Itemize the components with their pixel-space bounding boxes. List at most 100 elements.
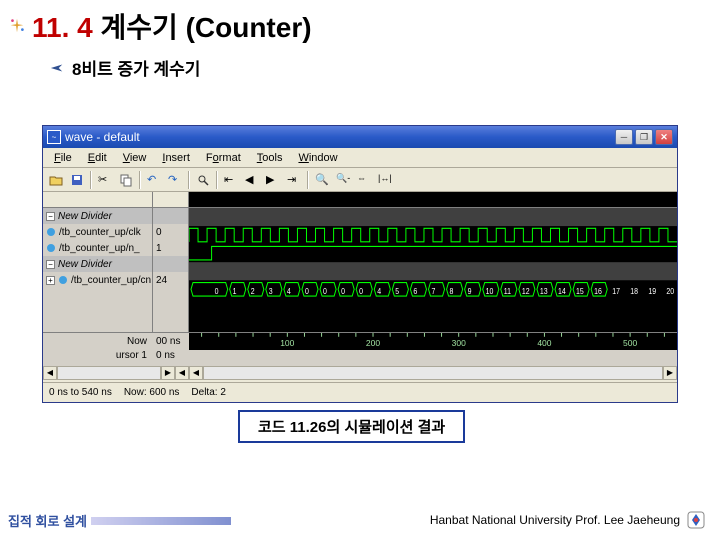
svg-text:5: 5 [395,286,399,296]
divider-row[interactable]: − New Divider [43,256,152,272]
zoom-in-icon[interactable]: 🔍 [312,170,332,190]
footer-left-text: 집적 회로 설계 [8,511,87,530]
redo-icon[interactable]: ↷ [165,170,185,190]
svg-text:10: 10 [486,286,494,296]
svg-text:17: 17 [612,286,620,296]
hscroll-main[interactable] [203,366,663,380]
footer-credit: Hanbat National University Prof. Lee Jae… [430,513,680,527]
divider-label: New Divider [58,259,112,270]
step-fwd-icon[interactable]: ⇥ [284,170,304,190]
scroll-left-btn[interactable]: ◀ [43,366,57,380]
scroll-right-btn[interactable]: ▶ [161,366,175,380]
status-range: 0 ns to 540 ns [49,387,112,398]
wave-icon [46,243,56,253]
scroll-left-btn[interactable]: ◀ [175,366,189,380]
expand-icon[interactable]: + [46,276,55,285]
wave-panel[interactable]: 0123400004567891011121314151617181920 [189,192,677,332]
zoom-out-icon[interactable]: 🔍- [333,170,353,190]
value-panel: 0 1 24 [153,192,189,332]
svg-text:20: 20 [666,286,674,296]
footer-bar [91,517,231,525]
menu-file[interactable]: File [47,150,79,166]
svg-text:6: 6 [413,286,417,296]
hscroll-left[interactable] [57,366,161,380]
svg-text:13: 13 [540,286,548,296]
signal-label: /tb_counter_up/clk [59,227,141,238]
svg-text:400: 400 [537,338,551,348]
svg-text:7: 7 [431,286,435,296]
scroll-left-btn[interactable]: ◀ [189,366,203,380]
svg-text:14: 14 [558,286,566,296]
svg-text:0: 0 [215,286,219,296]
svg-text:3: 3 [269,286,273,296]
signal-row-clk[interactable]: /tb_counter_up/clk [43,224,152,240]
window-title: wave - default [65,130,615,144]
caption-box: 코드 11.26의 시뮬레이션 결과 [238,410,465,443]
wave-icon [46,227,56,237]
svg-text:4: 4 [377,286,381,296]
status-now: Now: 600 ns [124,387,180,398]
univ-logo-icon [686,510,706,530]
menu-format[interactable]: Format [199,150,248,166]
cursor-track[interactable] [189,350,677,366]
step-next-icon[interactable]: ▶ [263,170,283,190]
close-button[interactable]: ✕ [655,129,673,145]
footer-left: 집적 회로 설계 [8,511,231,530]
wave-body: − New Divider /tb_counter_up/clk /tb_cou… [43,192,677,332]
svg-text:16: 16 [594,286,602,296]
now-label: Now [43,336,153,347]
step-back-icon[interactable]: ⇤ [221,170,241,190]
divider-row[interactable]: − New Divider [43,208,152,224]
open-icon[interactable] [46,170,66,190]
copy-icon[interactable] [116,170,136,190]
footer-right: Hanbat National University Prof. Lee Jae… [430,510,706,530]
collapse-icon[interactable]: − [46,212,55,221]
minimize-button[interactable]: ─ [615,129,633,145]
wave-icon [58,275,68,285]
cut-icon[interactable]: ✂ [95,170,115,190]
svg-text:0: 0 [305,286,309,296]
sparkle-icon [8,17,26,35]
menu-window[interactable]: Window [291,150,344,166]
divider-label: New Divider [58,211,112,222]
toolbar: ✂ ↶ ↷ ⇤ ◀ ▶ ⇥ 🔍 🔍- ⇔ |↔| [43,168,677,192]
menu-view[interactable]: View [116,150,154,166]
svg-text:12: 12 [522,286,530,296]
svg-text:200: 200 [366,338,380,348]
subtitle: 8비트 증가 계수기 [50,55,200,80]
scroll-row: ◀ ▶ ◀ ◀ ▶ [43,366,677,382]
waveform-svg: 0123400004567891011121314151617181920 [189,208,677,332]
undo-icon[interactable]: ↶ [144,170,164,190]
value-cell: 24 [153,272,188,288]
svg-text:8: 8 [450,286,454,296]
svg-text:0: 0 [323,286,327,296]
find-icon[interactable] [193,170,213,190]
cursor-label: ursor 1 [43,350,153,366]
step-prev-icon[interactable]: ◀ [242,170,262,190]
zoom-full-icon[interactable]: ⇔ [354,170,374,190]
time-ruler[interactable]: 100200300400500 [189,333,677,350]
scroll-right-btn[interactable]: ▶ [663,366,677,380]
value-cell: 0 [153,224,188,240]
slide-title: 11. 4 계수기 (Counter) [8,6,312,46]
svg-text:0: 0 [341,286,345,296]
save-icon[interactable] [67,170,87,190]
status-delta: Delta: 2 [191,387,225,398]
signal-label: /tb_counter_up/cn [71,275,151,286]
menu-edit[interactable]: Edit [81,150,114,166]
statusbar: 0 ns to 540 ns Now: 600 ns Delta: 2 [43,382,677,402]
menu-tools[interactable]: Tools [250,150,290,166]
signal-row-rst[interactable]: /tb_counter_up/n_ [43,240,152,256]
collapse-icon[interactable]: − [46,260,55,269]
svg-text:15: 15 [576,286,584,296]
menu-insert[interactable]: Insert [155,150,197,166]
zoom-cursor-icon[interactable]: |↔| [375,170,395,190]
svg-text:4: 4 [287,286,291,296]
maximize-button[interactable]: ❐ [635,129,653,145]
svg-text:9: 9 [468,286,472,296]
signal-row-cnt[interactable]: + /tb_counter_up/cn [43,272,152,288]
now-row: Now 00 ns 100200300400500 [43,332,677,350]
app-icon: ~ [47,130,61,144]
value-cell: 1 [153,240,188,256]
titlebar[interactable]: ~ wave - default ─ ❐ ✕ [43,126,677,148]
